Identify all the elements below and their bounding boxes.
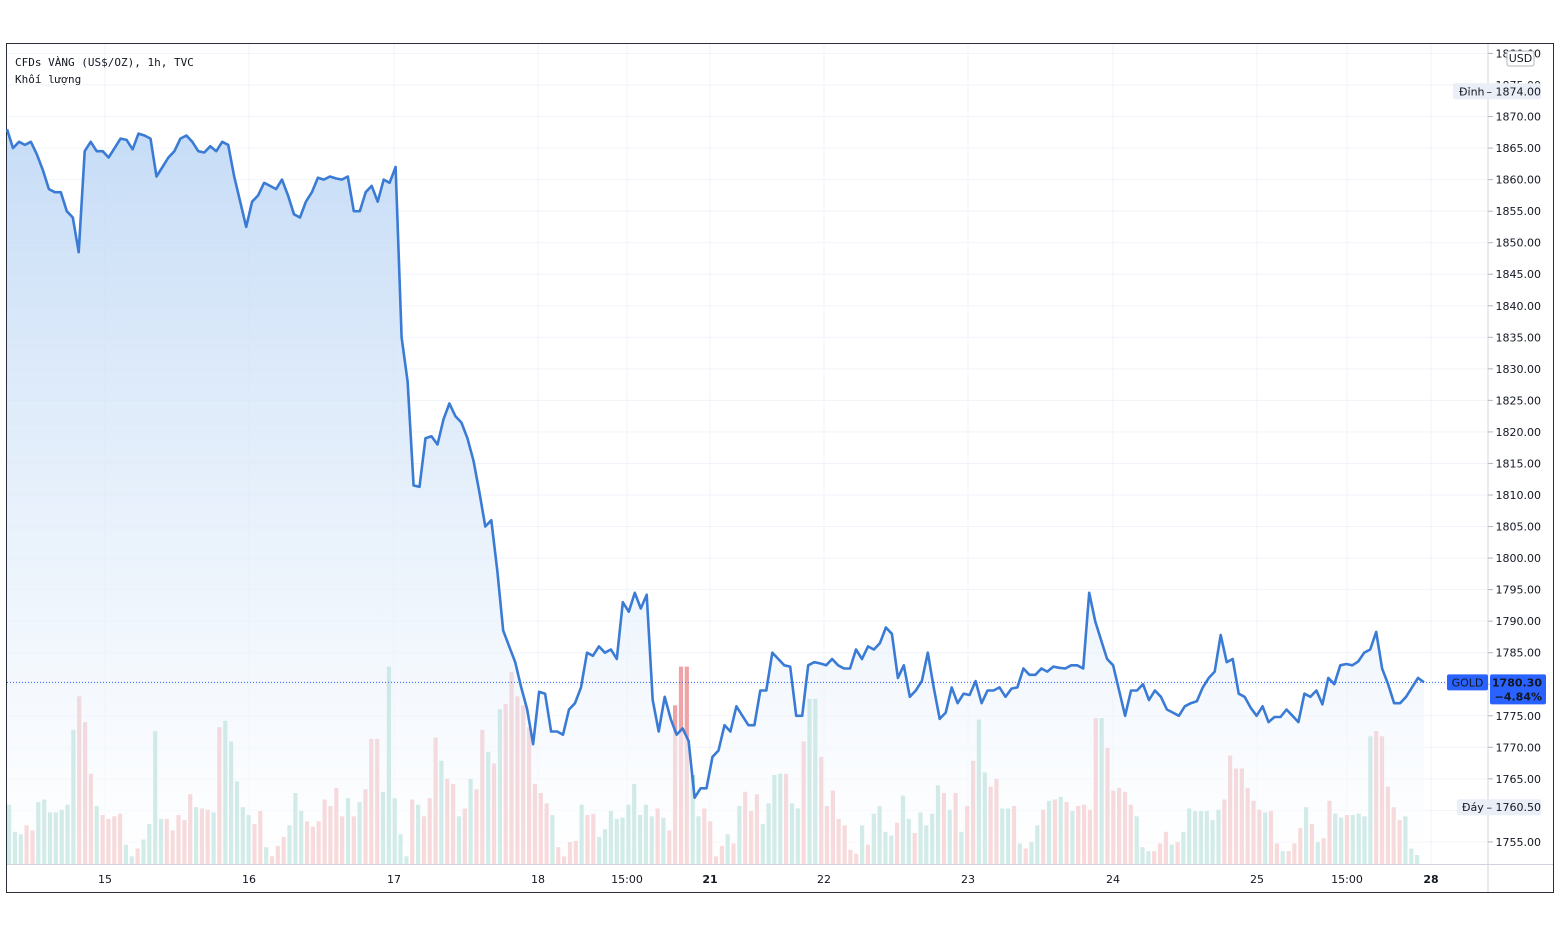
- y-tick-label: 1775.00: [1496, 710, 1542, 723]
- low-marker-bg: [1457, 799, 1541, 816]
- y-tick-label: 1860.00: [1496, 174, 1542, 187]
- price-area: [7, 129, 1424, 864]
- x-tick-label: 24: [1106, 873, 1120, 886]
- y-tick-label: 1800.00: [1496, 552, 1542, 565]
- y-tick-label: 1765.00: [1496, 773, 1542, 786]
- y-tick-label: 1770.00: [1496, 741, 1542, 754]
- x-tick-label: 15:00: [1331, 873, 1363, 886]
- y-tick-label: 1790.00: [1496, 615, 1542, 628]
- price-line: [5, 128, 1425, 800]
- y-tick-label: 1850.00: [1496, 237, 1542, 250]
- low-marker-value: – 1760.50: [1487, 801, 1541, 814]
- y-tick-label: 1820.00: [1496, 426, 1542, 439]
- currency-label: USD: [1509, 52, 1533, 65]
- y-tick-label: 1870.00: [1496, 111, 1542, 124]
- y-tick-label: 1840.00: [1496, 300, 1542, 313]
- y-tick-label: 1825.00: [1496, 394, 1542, 407]
- x-tick-label: 21: [702, 873, 717, 886]
- y-tick-label: 1830.00: [1496, 363, 1542, 376]
- y-tick-label: 1785.00: [1496, 647, 1542, 660]
- y-tick-label: 1855.00: [1496, 205, 1542, 218]
- price-area-fill: [7, 129, 1424, 864]
- price-markers: USD Đỉnh – 1874.00 Đáy – 1760.50 GOLD 1780.30−…: [7, 50, 1546, 816]
- symbol-badge: [1447, 674, 1488, 691]
- high-marker-bg: [1453, 83, 1541, 100]
- x-tick-label: 22: [817, 873, 831, 886]
- last-price-value: 1780.30: [1492, 676, 1542, 689]
- symbol-legend[interactable]: CFDs VÀNG (US$/OZ), 1h, TVC: [15, 56, 194, 69]
- y-tick-label: 1810.00: [1496, 489, 1542, 502]
- high-marker-label: Đỉnh: [1459, 85, 1485, 98]
- y-tick-label: 1865.00: [1496, 142, 1542, 155]
- last-price-change: −4.84%: [1495, 690, 1542, 703]
- x-tick-label: 15:00: [611, 873, 643, 886]
- time-axis[interactable]: 15 16 17 18 15:00 21 22 23 24 25 15:00 28: [7, 864, 1553, 887]
- high-marker-value: – 1874.00: [1487, 85, 1541, 98]
- price-line-path: [5, 128, 1425, 800]
- x-tick-label: 23: [961, 873, 975, 886]
- y-tick-label: 1805.00: [1496, 521, 1542, 534]
- currency-box: [1506, 50, 1535, 67]
- low-marker-label: Đáy: [1462, 801, 1484, 814]
- x-tick-label: 25: [1250, 873, 1264, 886]
- price-axis[interactable]: 1880.001875.001870.001865.001860.001855.…: [1487, 44, 1542, 892]
- last-price-badge: [1490, 674, 1546, 705]
- x-tick-label: 15: [98, 873, 112, 886]
- y-tick-label: 1845.00: [1496, 268, 1542, 281]
- x-tick-label: 28: [1423, 873, 1438, 886]
- y-tick-label: 1795.00: [1496, 584, 1542, 597]
- x-tick-label: 17: [387, 873, 401, 886]
- y-tick-label: 1815.00: [1496, 457, 1542, 470]
- x-tick-label: 16: [242, 873, 256, 886]
- x-tick-label: 18: [531, 873, 545, 886]
- y-tick-label: 1835.00: [1496, 331, 1542, 344]
- symbol-badge-label: GOLD: [1452, 676, 1484, 689]
- volume-legend[interactable]: Khối lượng: [15, 73, 82, 86]
- y-tick-label: 1755.00: [1496, 836, 1542, 849]
